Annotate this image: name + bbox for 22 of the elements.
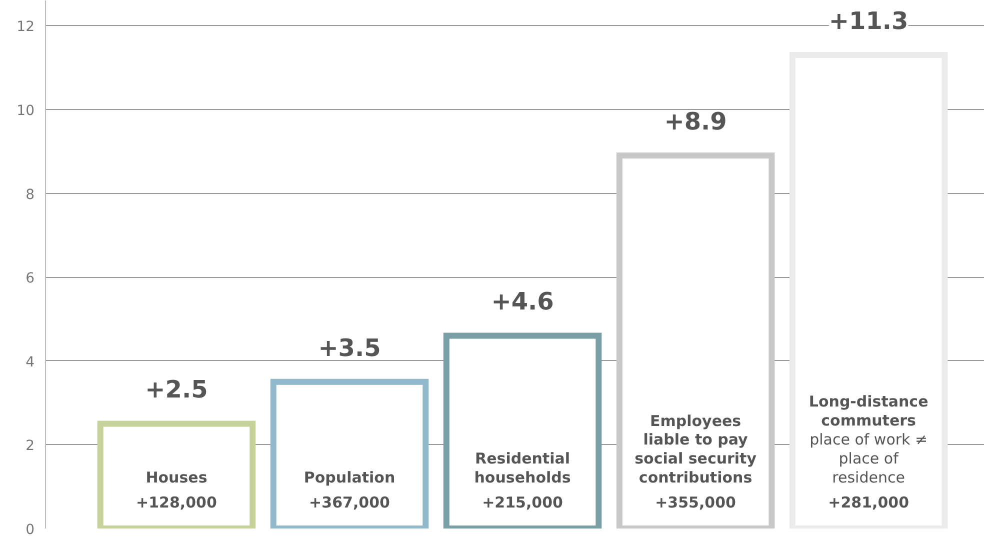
y-tick-label: 6 — [26, 270, 35, 287]
data-label: +4.6 — [491, 288, 554, 316]
data-label: +3.5 — [318, 334, 381, 362]
data-label: +8.9 — [664, 108, 727, 136]
y-tick-label: 4 — [26, 354, 35, 370]
x-tick-label: Residential households — [474, 450, 571, 486]
annotation: +355,000 — [655, 494, 736, 512]
y-tick-label: 8 — [26, 186, 35, 203]
x-tick-label: Houses — [146, 468, 208, 486]
annotation: +281,000 — [828, 494, 910, 512]
y-tick-label: 10 — [16, 102, 35, 119]
data-label: +11.3 — [828, 6, 908, 35]
y-tick-label: 0 — [26, 522, 35, 538]
y-tick-label: 12 — [16, 19, 35, 36]
data-label: +2.5 — [145, 376, 208, 404]
annotation: +128,000 — [136, 494, 217, 512]
annotation: +367,000 — [309, 494, 390, 512]
annotation: +215,000 — [482, 494, 563, 512]
y-tick-label: 2 — [26, 438, 35, 454]
x-tick-label: Population — [304, 468, 396, 486]
x-tick-label: Employees liable to pay social security contributions — [634, 412, 757, 486]
annotation: place of work ≠ place of residence — [810, 430, 928, 486]
